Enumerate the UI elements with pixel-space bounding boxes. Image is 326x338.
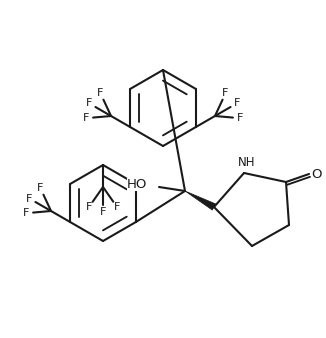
Text: F: F [222, 88, 229, 98]
Text: F: F [85, 202, 92, 213]
Text: F: F [23, 208, 29, 218]
Text: F: F [26, 193, 33, 203]
Text: F: F [37, 183, 44, 193]
Text: F: F [86, 98, 93, 108]
Polygon shape [185, 191, 216, 210]
Text: O: O [312, 168, 322, 180]
Text: F: F [97, 88, 104, 98]
Text: F: F [83, 113, 89, 123]
Text: NH: NH [238, 155, 256, 169]
Text: F: F [114, 202, 121, 213]
Text: F: F [100, 207, 106, 217]
Text: HO: HO [126, 177, 147, 191]
Text: F: F [233, 98, 240, 108]
Text: F: F [237, 113, 243, 123]
